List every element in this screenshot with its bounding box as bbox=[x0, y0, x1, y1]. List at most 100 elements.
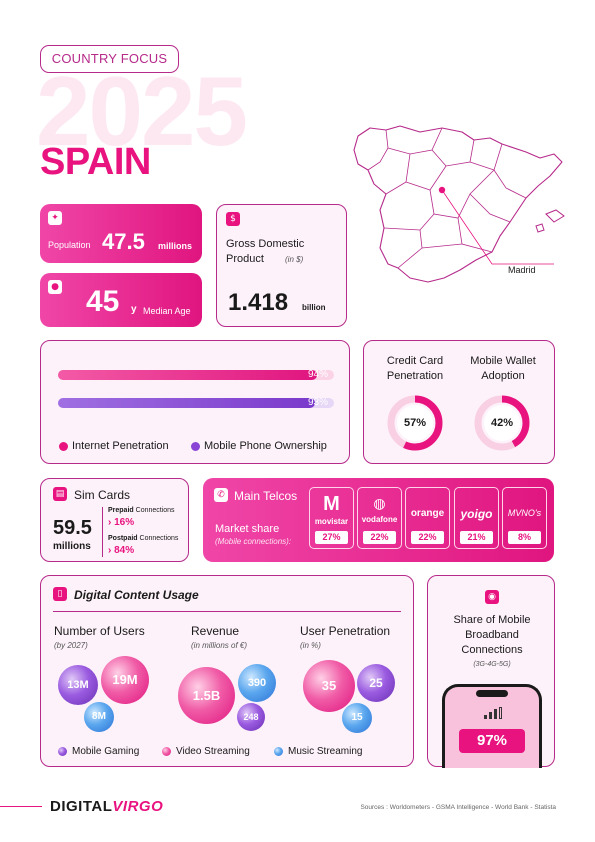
brand-digital: DIGITAL bbox=[50, 798, 113, 815]
gdp-unit-note: (in $) bbox=[285, 255, 304, 264]
median-age-value: 45 bbox=[86, 285, 120, 318]
phone-frame: 97% bbox=[442, 684, 542, 768]
spain-map bbox=[353, 125, 565, 283]
credit-card-gauge bbox=[387, 395, 443, 451]
payments-card bbox=[363, 340, 555, 464]
wallet-gauge bbox=[474, 395, 530, 451]
telco-share-mvno: 8% bbox=[508, 531, 541, 544]
users-note: (by 2027) bbox=[54, 641, 88, 650]
postpaid-label: Postpaid bbox=[108, 535, 138, 542]
internet-legend-label: Internet Penetration bbox=[72, 440, 169, 452]
credit-card-value: 57% bbox=[403, 417, 427, 429]
median-age-unit: y bbox=[131, 304, 137, 315]
prepaid-line: Prepaid Connections bbox=[108, 507, 175, 514]
prepaid-suffix: Connections bbox=[135, 507, 175, 514]
telco-orange: orange 22% bbox=[405, 487, 450, 549]
gdp-value: 1.418 bbox=[228, 289, 289, 316]
telco-share-orange: 22% bbox=[411, 531, 444, 544]
internet-legend-dot bbox=[59, 442, 68, 451]
broadband-value: 97% bbox=[459, 729, 525, 753]
credit-card-title-2: Penetration bbox=[386, 370, 444, 382]
mobile-ownership-bar: 93% bbox=[58, 397, 334, 408]
phone-notch bbox=[476, 690, 508, 697]
penetration-video-bubble: 35 bbox=[303, 660, 355, 712]
year-watermark: 2025 bbox=[36, 56, 248, 166]
brand-virgo: VIRGO bbox=[112, 798, 164, 815]
population-label: Population bbox=[48, 240, 91, 250]
phone-icon: ✆ bbox=[214, 488, 228, 502]
broadband-title-2: Broadband bbox=[465, 629, 519, 641]
internet-penetration-value: 94% bbox=[307, 369, 328, 380]
money-icon: $ bbox=[226, 212, 240, 226]
telco-name-movistar: movistar bbox=[314, 517, 349, 526]
gdp-title: Gross Domestic Product bbox=[226, 238, 305, 265]
mobile-ownership-fill bbox=[58, 398, 315, 408]
gdp-card: $ Gross Domestic Product (in $) 1.418 bi… bbox=[216, 204, 347, 327]
country-title: SPAIN bbox=[40, 141, 151, 183]
penetration-music-bubble: 15 bbox=[342, 703, 372, 733]
digital-title: Digital Content Usage bbox=[74, 588, 199, 602]
digital-content-card: ▯ Digital Content Usage Number of Users … bbox=[40, 575, 414, 767]
movistar-logo-m: M bbox=[323, 493, 340, 515]
postpaid-line: Postpaid Connections bbox=[108, 535, 178, 542]
telco-share-yoigo: 21% bbox=[460, 531, 493, 544]
users-music-bubble: 8M bbox=[84, 702, 114, 732]
gdp-unit: billion bbox=[302, 303, 326, 312]
broadband-note: (3G-4G-5G) bbox=[473, 661, 511, 668]
users-video-bubble: 19M bbox=[101, 656, 149, 704]
music-legend-dot bbox=[274, 747, 283, 756]
median-age-card: ● 45 y Median Age bbox=[40, 273, 202, 327]
sim-cards-title: Sim Cards bbox=[74, 488, 131, 502]
gauge-center bbox=[484, 405, 520, 441]
telco-name-vodafone: vodafone bbox=[361, 515, 398, 524]
prepaid-value-line: › 16% bbox=[108, 517, 135, 528]
revenue-music-bubble: 390 bbox=[238, 664, 276, 702]
broadband-card: ◉ Share of Mobile Broadband Connections … bbox=[427, 575, 555, 768]
wallet-title-2: Adoption bbox=[481, 370, 525, 382]
telco-movistar: M movistar 27% bbox=[309, 487, 354, 549]
internet-penetration-fill bbox=[58, 370, 318, 380]
signal-bars-icon bbox=[484, 707, 504, 719]
revenue-title: Revenue bbox=[191, 624, 240, 638]
telco-vodafone: ◍ vodafone 22% bbox=[357, 487, 402, 549]
video-legend-label: Video Streaming bbox=[176, 746, 250, 757]
population-unit: millions bbox=[158, 241, 193, 251]
sim-card-icon: ▤ bbox=[53, 487, 67, 501]
country-focus-tag: COUNTRY FOCUS bbox=[40, 45, 179, 73]
wallet-title-1: Mobile Wallet bbox=[470, 355, 536, 367]
sim-cards-unit: millions bbox=[53, 541, 91, 552]
postpaid-value: 84% bbox=[114, 545, 135, 556]
mobile-ownership-value: 93% bbox=[307, 397, 328, 408]
sim-cards-card: ▤ Sim Cards 59.5 millions Prepaid Connec… bbox=[40, 478, 189, 562]
telcos-subtitle: Market share bbox=[215, 523, 280, 535]
population-value: 47.5 bbox=[102, 229, 145, 254]
broadband-title-3: Connections bbox=[461, 644, 523, 656]
telco-name-orange: orange bbox=[410, 508, 445, 519]
telco-mvno: MVNO's 8% bbox=[502, 487, 547, 549]
gauge-center bbox=[397, 405, 433, 441]
telcos-title: Main Telcos bbox=[234, 489, 298, 503]
revenue-gaming-bubble: 248 bbox=[237, 703, 265, 731]
video-legend-dot bbox=[162, 747, 171, 756]
users-gaming-bubble: 13M bbox=[58, 665, 98, 705]
gaming-legend-label: Mobile Gaming bbox=[72, 746, 140, 757]
madrid-label: Madrid bbox=[508, 265, 536, 275]
internet-penetration-bar: 94% bbox=[58, 369, 334, 380]
median-age-label: Median Age bbox=[143, 306, 191, 316]
credit-card-title-1: Credit Card bbox=[386, 355, 444, 367]
head-icon: ● bbox=[48, 280, 62, 294]
sim-cards-value: 59.5 bbox=[53, 517, 92, 539]
telco-name-yoigo: yoigo bbox=[460, 507, 493, 521]
revenue-note: (in millions of €) bbox=[191, 641, 248, 650]
gaming-legend-dot bbox=[58, 747, 67, 756]
brand-logo: DIGITALVIRGO bbox=[50, 798, 163, 815]
telcos-note: (Mobile connections): bbox=[215, 537, 292, 546]
users-title: Number of Users bbox=[54, 624, 145, 638]
footer-rule bbox=[0, 806, 42, 807]
sim-divider bbox=[102, 507, 103, 557]
gauge-fill bbox=[387, 395, 443, 451]
population-card: ✦ Population 47.5 millions bbox=[40, 204, 202, 263]
music-legend-label: Music Streaming bbox=[288, 746, 363, 757]
broadband-title-1: Share of Mobile bbox=[453, 614, 531, 626]
vodafone-logo-icon: ◍ bbox=[373, 496, 386, 512]
